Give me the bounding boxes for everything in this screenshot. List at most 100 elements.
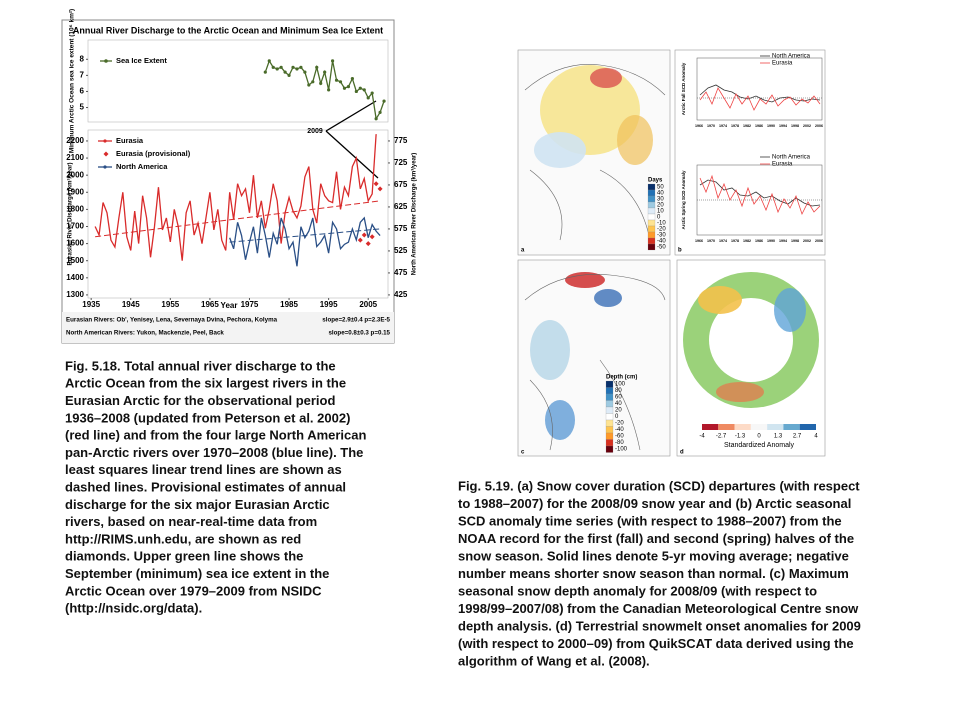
colorbar-label: 4 (814, 434, 818, 440)
colorbar-swatch (605, 439, 614, 447)
caption-line: Fig. 5.19. (a) Snow cover duration (SCD)… (458, 478, 860, 493)
diamond-marker (357, 237, 363, 243)
colorbar-label: 0 (657, 215, 661, 221)
point-marker (315, 65, 319, 69)
annotation-connector (325, 130, 379, 179)
colorbar-label: 30 (657, 197, 664, 203)
colorbar-label: 20 (657, 203, 664, 209)
colorbar-swatch (605, 393, 614, 401)
point-marker (354, 89, 358, 94)
caption-line: depth analysis. (d) Terrestrial snowmelt… (458, 618, 861, 633)
y2-tick-label: 475 (394, 268, 408, 277)
colorbar-label: 80 (615, 388, 622, 394)
point-marker (307, 83, 311, 87)
point-marker (303, 70, 307, 74)
timeseries-b (674, 49, 826, 256)
point-marker (378, 110, 382, 114)
caption-line: least squares linear trend lines are sho… (65, 462, 342, 477)
y-tick-label: 6 (80, 87, 85, 96)
x-axis-label: Year (221, 301, 238, 310)
caption-line: Arctic Ocean over 1979–2009 from NSIDC (65, 583, 322, 598)
colorbar-label: -10 (657, 221, 666, 227)
colorbar-label: -2.7 (716, 434, 727, 440)
x-tick-label: 1966 (695, 124, 703, 128)
panel-label: c (521, 450, 525, 456)
legend-marker (103, 139, 107, 143)
caption-line: seasonal snow depth anomaly for 2008/09 … (458, 583, 817, 598)
y-tick-label: 2000 (66, 170, 84, 179)
x-tick-label: 1990 (767, 124, 775, 128)
y-tick-label: 1400 (66, 273, 84, 282)
panel-label: a (521, 248, 525, 254)
point-marker (334, 78, 339, 82)
panel-label: b (678, 248, 682, 254)
legend-label: North America (116, 162, 168, 171)
y2-tick-label: 425 (394, 290, 408, 299)
map-d (676, 259, 826, 457)
point-marker (374, 117, 378, 121)
footnote: North American Rivers: Yukon, Mackenzie,… (66, 330, 224, 337)
legend-marker (103, 151, 109, 157)
legend-label: Eurasia (772, 162, 793, 168)
x-tick-label: 1995 (320, 300, 338, 309)
y-axis-label: Minimum Arctic Ocean sea ice extent (10⁶… (69, 9, 76, 153)
x-tick-label: 1985 (280, 300, 298, 309)
x-tick-label: 1998 (791, 124, 799, 128)
colorbar-swatch (718, 424, 735, 430)
caption-line: Arctic Ocean from the six largest rivers… (65, 376, 346, 391)
point-marker (287, 73, 291, 77)
colorbar-label: -60 (615, 434, 624, 440)
caption-line: http://RIMS.unh.edu, are shown as red (65, 531, 301, 546)
colorbar-swatch (647, 237, 656, 245)
diamond-marker (373, 181, 379, 187)
point-marker (382, 99, 386, 103)
point-marker (330, 59, 335, 63)
chart-title: Annual River Discharge to the Arctic Oce… (73, 25, 383, 35)
x-tick-label: 2002 (803, 239, 811, 243)
map-a (517, 49, 671, 256)
colorbar-swatch (647, 183, 656, 191)
map-c (517, 259, 671, 457)
annotation-connector (325, 100, 377, 132)
point-marker (275, 67, 279, 71)
colorbar-label: 100 (615, 382, 626, 388)
x-tick-label: 1945 (122, 300, 140, 309)
x-tick-label: 1970 (707, 239, 715, 243)
caption-line: diamonds. Upper green line shows the (65, 549, 303, 564)
colorbar-label: 50 (657, 185, 664, 191)
colorbar-label: -100 (615, 447, 628, 453)
legend-label: Eurasia (116, 136, 144, 145)
caption-line: pan-Arctic rivers over 1970–2008 (blue l… (65, 445, 363, 460)
x-tick-label: 1978 (731, 124, 739, 128)
colorbar-label: 20 (615, 408, 622, 414)
colorbar-swatch (647, 231, 656, 239)
footnote: Eurasian Rivers: Ob', Yenisey, Lena, Sev… (66, 317, 278, 324)
caption-line: algorithm of Wang et al. (2008). (458, 653, 650, 668)
point-marker (358, 86, 362, 90)
caption-line: to 1988–2007) for the 2008/09 snow year … (458, 496, 851, 511)
x-tick-label: 2005 (359, 300, 377, 309)
caption-line: number means shorter snow season than no… (458, 566, 849, 581)
colorbar-label: 0 (757, 434, 761, 440)
y2-tick-label: 525 (394, 246, 408, 255)
legend-marker (103, 165, 107, 169)
legend-label: North America (772, 155, 811, 161)
x-tick-label: 1974 (719, 239, 727, 243)
colorbar-swatch (605, 445, 614, 453)
y-tick-label: 5 (80, 103, 85, 112)
x-tick-label: 1970 (707, 124, 715, 128)
caption-line: (http://nsidc.org/data). (65, 601, 202, 616)
point-marker (342, 86, 347, 90)
series-line (229, 216, 381, 267)
colorbar-swatch (799, 424, 816, 430)
point-marker (350, 76, 354, 81)
point-marker (291, 65, 295, 69)
colorbar-swatch (605, 380, 614, 388)
x-tick-label: 1935 (82, 300, 100, 309)
y-axis-label: Arctic Spring SCD Anomaly (681, 170, 686, 230)
colorbar-label: 10 (657, 209, 664, 215)
colorbar-label: -30 (657, 233, 666, 239)
point-marker (366, 96, 370, 100)
x-tick-label: 1986 (755, 239, 763, 243)
annotation: 2009 (307, 128, 323, 135)
